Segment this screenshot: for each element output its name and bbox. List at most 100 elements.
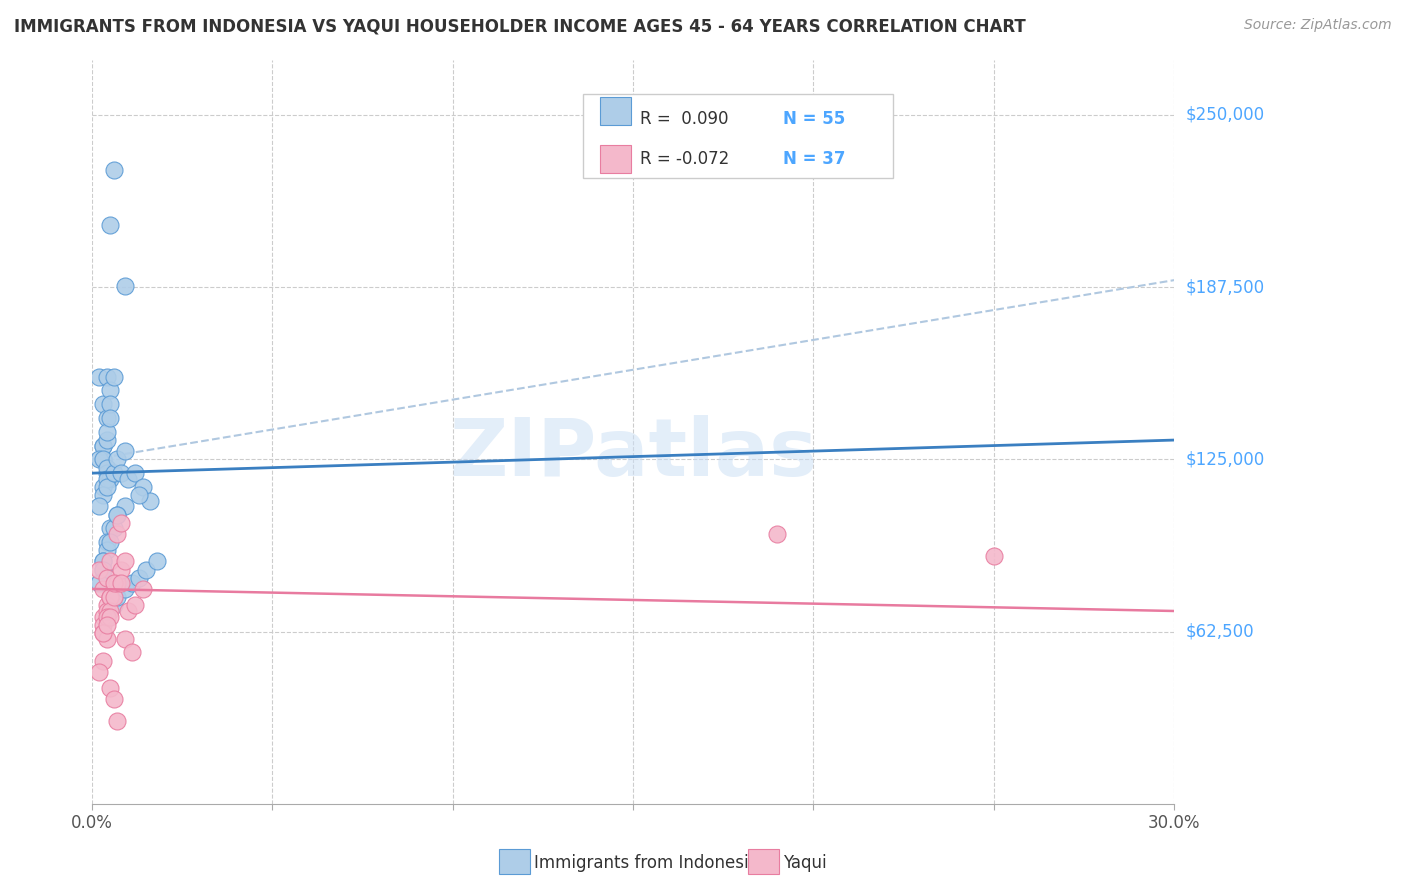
Point	[96, 425, 118, 439]
Text: R =  0.090: R = 0.090	[640, 110, 728, 128]
Point	[98, 591, 121, 605]
Point	[98, 535, 121, 549]
Point	[103, 466, 125, 480]
Point	[107, 508, 129, 522]
Point	[114, 444, 136, 458]
Point	[91, 563, 114, 577]
Point	[91, 609, 114, 624]
Point	[91, 452, 114, 467]
Point	[91, 626, 114, 640]
Point	[91, 563, 114, 577]
Point	[98, 591, 121, 605]
Point	[96, 571, 118, 585]
Point	[121, 576, 143, 591]
Point	[103, 162, 125, 177]
Point	[110, 466, 132, 480]
Point	[96, 543, 118, 558]
Point	[96, 609, 118, 624]
Point	[107, 714, 129, 729]
Point	[107, 452, 129, 467]
Point	[91, 452, 114, 467]
Point	[89, 665, 111, 679]
Point	[96, 604, 118, 618]
Point	[96, 433, 118, 447]
Point	[96, 369, 118, 384]
Point	[98, 411, 121, 425]
Point	[91, 480, 114, 494]
Text: ZIPatlas: ZIPatlas	[449, 415, 817, 493]
Point	[98, 554, 121, 568]
Point	[131, 582, 153, 596]
Point	[107, 591, 129, 605]
Point	[89, 369, 111, 384]
Point	[128, 571, 150, 585]
Point	[96, 460, 118, 475]
Point	[114, 632, 136, 646]
Point	[983, 549, 1005, 563]
Point	[103, 692, 125, 706]
Point	[91, 626, 114, 640]
Point	[135, 563, 157, 577]
Point	[103, 591, 125, 605]
Point	[121, 645, 143, 659]
Point	[96, 632, 118, 646]
Text: $250,000: $250,000	[1185, 106, 1264, 124]
Point	[89, 576, 111, 591]
Point	[114, 500, 136, 514]
Text: IMMIGRANTS FROM INDONESIA VS YAQUI HOUSEHOLDER INCOME AGES 45 - 64 YEARS CORRELA: IMMIGRANTS FROM INDONESIA VS YAQUI HOUSE…	[14, 18, 1026, 36]
Point	[110, 563, 132, 577]
Point	[91, 617, 114, 632]
Text: N = 55: N = 55	[783, 110, 845, 128]
Text: $125,000: $125,000	[1185, 450, 1264, 468]
Point	[117, 472, 139, 486]
Point	[146, 554, 169, 568]
Point	[114, 582, 136, 596]
Point	[114, 554, 136, 568]
Point	[139, 493, 162, 508]
Point	[96, 466, 118, 480]
Point	[98, 521, 121, 535]
Text: N = 37: N = 37	[783, 151, 845, 169]
Point	[124, 466, 146, 480]
Point	[96, 535, 118, 549]
Point	[107, 508, 129, 522]
Text: Yaqui: Yaqui	[783, 854, 827, 871]
Point	[91, 439, 114, 453]
Text: Source: ZipAtlas.com: Source: ZipAtlas.com	[1244, 18, 1392, 32]
Point	[103, 576, 125, 591]
Point	[98, 397, 121, 411]
Point	[110, 516, 132, 530]
Point	[89, 452, 111, 467]
Point	[89, 563, 111, 577]
Point	[117, 604, 139, 618]
Point	[98, 472, 121, 486]
Text: R = -0.072: R = -0.072	[640, 151, 728, 169]
Point	[98, 604, 121, 618]
Point	[98, 609, 121, 624]
Point	[91, 654, 114, 668]
Point	[96, 599, 118, 613]
Point	[96, 480, 118, 494]
Point	[98, 218, 121, 232]
Point	[91, 554, 114, 568]
Text: $62,500: $62,500	[1185, 623, 1254, 640]
Point	[91, 488, 114, 502]
Point	[103, 369, 125, 384]
Point	[98, 384, 121, 398]
Text: $187,500: $187,500	[1185, 278, 1264, 296]
Point	[107, 576, 129, 591]
Text: Immigrants from Indonesia: Immigrants from Indonesia	[534, 854, 759, 871]
Point	[124, 599, 146, 613]
Point	[91, 554, 114, 568]
Point	[96, 472, 118, 486]
Point	[96, 617, 118, 632]
Point	[114, 278, 136, 293]
Point	[103, 599, 125, 613]
Point	[107, 526, 129, 541]
Point	[91, 582, 114, 596]
Point	[91, 397, 114, 411]
Point	[103, 521, 125, 535]
Point	[128, 488, 150, 502]
Point	[89, 500, 111, 514]
Point	[766, 526, 789, 541]
